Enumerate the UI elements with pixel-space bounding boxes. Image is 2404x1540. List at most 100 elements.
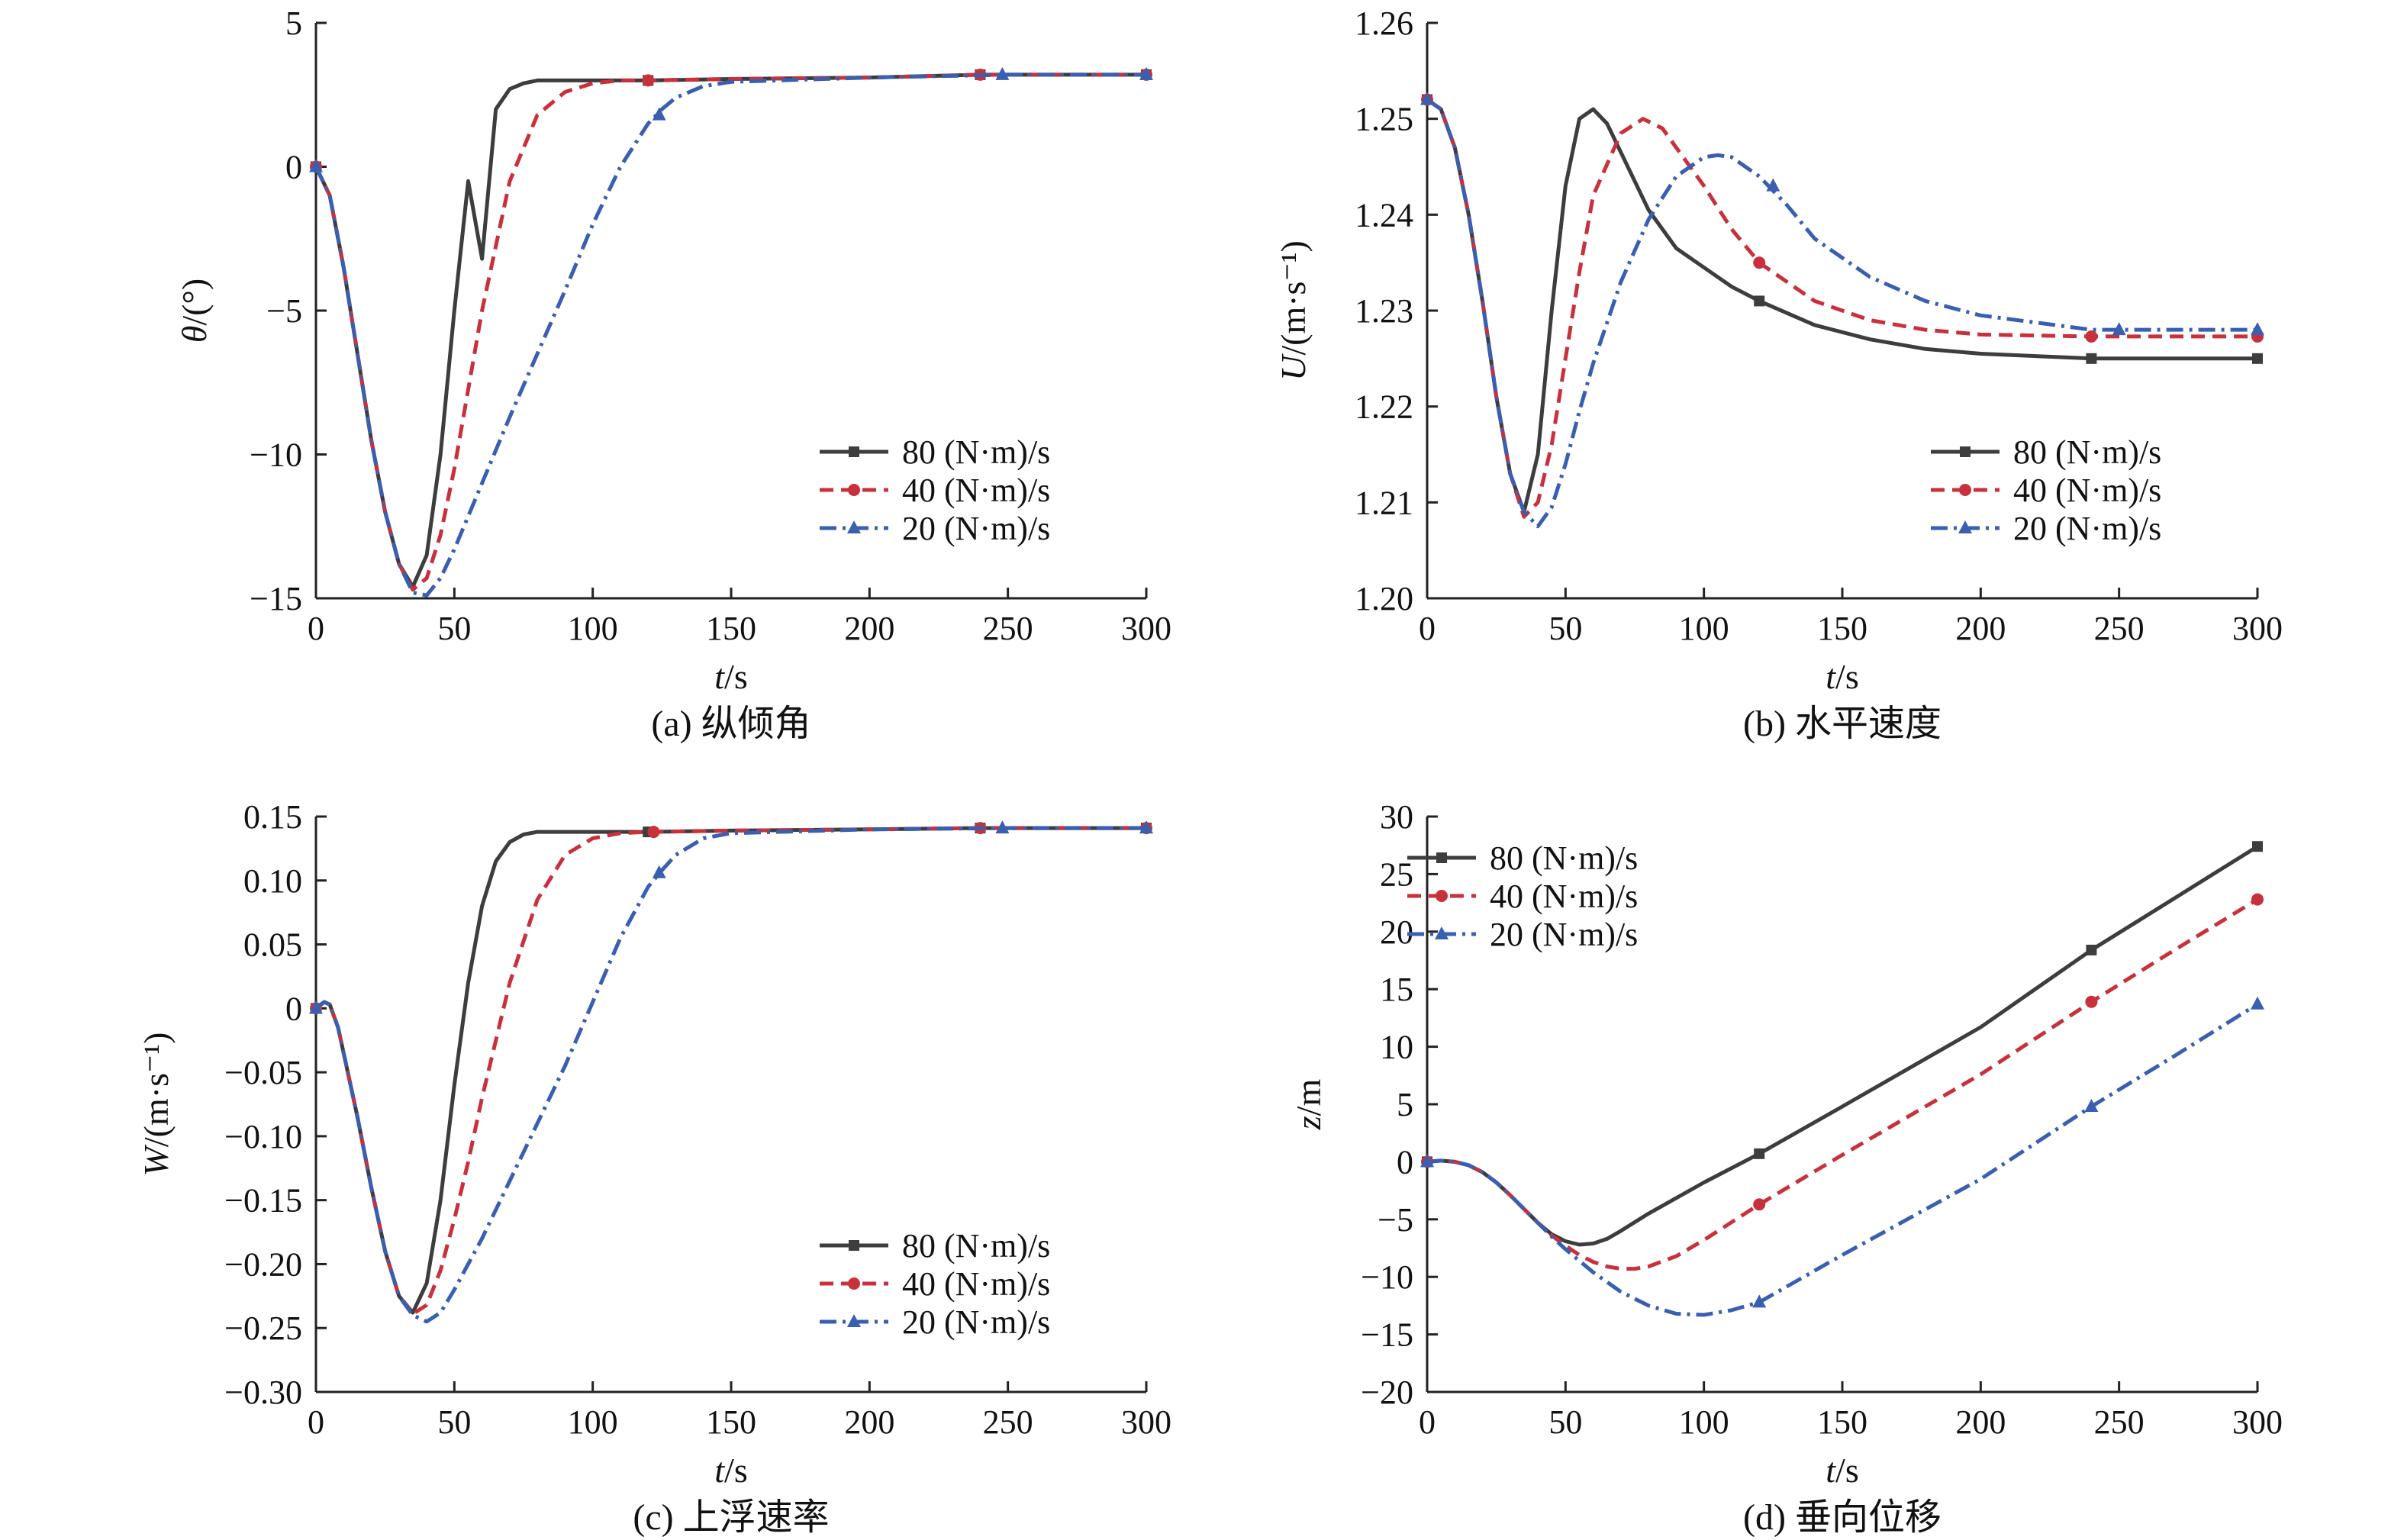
y-tick-label: 0 [1397, 1143, 1413, 1181]
y-axis-label: U/(m·s⁻¹) [1274, 240, 1313, 381]
legend-label: 20 (N·m)/s [2013, 510, 2161, 547]
y-tick-label: 1.24 [1355, 196, 1413, 234]
series-3-marker [1139, 66, 1153, 80]
y-tick-label: −5 [1378, 1201, 1413, 1239]
y-tick-label: 5 [1397, 1086, 1413, 1123]
series-line-2 [1426, 897, 2259, 1271]
y-tick-label: 15 [1380, 971, 1413, 1008]
x-tick-label: 300 [1121, 610, 1171, 647]
x-tick-label: 100 [1679, 1403, 1729, 1441]
legend: 80 (N·m)/s40 (N·m)/s20 (N·m)/s [1931, 433, 2161, 547]
y-tick-label: −5 [266, 292, 302, 330]
x-tick-label: 0 [1419, 1403, 1436, 1441]
y-tick-label: −0.10 [224, 1118, 302, 1155]
y-axis-label: θ/(°) [175, 279, 214, 343]
y-tick-label: −20 [1361, 1374, 1413, 1411]
y-tick-label: −10 [1361, 1258, 1413, 1296]
y-tick-label: −0.05 [224, 1054, 302, 1091]
series-2-marker [642, 74, 655, 87]
series-1-marker [1754, 295, 1765, 307]
legend-label: 80 (N·m)/s [2013, 433, 2161, 471]
series-1-marker [2252, 841, 2263, 852]
series-3-marker [2084, 1099, 2099, 1113]
x-tick-label: 150 [1817, 1403, 1867, 1441]
series-2-marker [647, 826, 660, 839]
legend-marker [848, 484, 860, 496]
series-3-marker [1752, 1294, 1767, 1308]
legend-label: 40 (N·m)/s [2013, 472, 2161, 509]
x-tick-label: 50 [437, 1403, 471, 1441]
y-tick-label: 1.22 [1355, 388, 1413, 426]
x-axis-label: t/s [714, 1451, 747, 1490]
x-tick-label: 100 [1679, 610, 1729, 647]
panel-caption: (d) 垂向位移 [1743, 1497, 1942, 1538]
panel-caption: (a) 纵倾角 [651, 704, 810, 744]
series-2-marker [2251, 893, 2264, 906]
series-2-marker [2085, 330, 2098, 343]
x-tick-label: 200 [1955, 610, 2006, 647]
legend-label: 40 (N·m)/s [902, 472, 1050, 509]
chart-panel-3: 0 50 100 150 200 250 300 −0.30 −0.25 −0.20 −0.15 −0… [137, 798, 1171, 1538]
x-axis-label: t/s [1826, 1451, 1858, 1490]
x-tick-label: 100 [568, 1403, 618, 1441]
x-tick-label: 300 [2232, 1403, 2283, 1441]
x-tick-label: 100 [568, 610, 618, 647]
y-tick-label: 20 [1380, 913, 1413, 951]
y-tick-label: 0 [285, 990, 302, 1027]
series-line-3 [1426, 98, 2257, 529]
x-tick-label: 150 [706, 1403, 756, 1441]
series-3-marker [652, 107, 666, 121]
legend: 80 (N·m)/s40 (N·m)/s20 (N·m)/s [820, 1227, 1050, 1341]
series-3-marker [309, 1000, 323, 1014]
y-tick-label: 1.20 [1355, 580, 1413, 617]
legend-marker [848, 1277, 860, 1290]
series-line-3 [1426, 1002, 2259, 1317]
series-3-marker [2112, 322, 2126, 336]
x-tick-label: 50 [1548, 610, 1582, 647]
y-axis-label: z/m [1289, 1079, 1328, 1131]
series-1-marker [2086, 944, 2097, 955]
x-tick-label: 0 [1419, 610, 1436, 647]
y-tick-label: −15 [1361, 1316, 1413, 1354]
legend: 80 (N·m)/s40 (N·m)/s20 (N·m)/s [820, 433, 1050, 547]
legend-label: 20 (N·m)/s [902, 510, 1050, 547]
y-tick-label: 1.21 [1355, 484, 1413, 521]
series-3-marker [995, 820, 1010, 834]
y-axis-label: W/(m·s⁻¹) [137, 1033, 176, 1177]
panel-caption: (c) 上浮速率 [633, 1497, 829, 1538]
legend-marker [1960, 446, 1971, 457]
y-tick-label: 10 [1380, 1029, 1413, 1066]
legend-label: 80 (N·m)/s [902, 1227, 1050, 1265]
series-3-marker [1139, 820, 1153, 834]
legend-marker [1958, 520, 1972, 533]
y-tick-label: 25 [1380, 855, 1413, 893]
legend-marker [847, 520, 861, 533]
legend-label: 20 (N·m)/s [902, 1303, 1050, 1341]
legend-label: 40 (N·m)/s [902, 1265, 1050, 1303]
series-1-marker [2086, 353, 2097, 364]
x-tick-label: 250 [983, 1403, 1033, 1441]
series-3-marker [652, 865, 666, 878]
legend-marker [847, 1314, 861, 1327]
series-3-marker [1420, 1154, 1434, 1168]
y-tick-label: 1.23 [1355, 292, 1413, 330]
series-2-marker [1753, 1198, 1766, 1211]
y-tick-label: −0.25 [224, 1310, 302, 1347]
y-tick-label: 0 [285, 149, 302, 186]
x-tick-label: 200 [844, 610, 894, 647]
y-tick-label: 0.15 [243, 798, 302, 836]
series-3-marker [1766, 178, 1780, 192]
y-tick-label: 30 [1380, 798, 1413, 836]
x-tick-label: 250 [2094, 610, 2145, 647]
x-tick-label: 50 [437, 610, 471, 647]
x-tick-label: 250 [983, 610, 1033, 647]
y-tick-label: 0.10 [243, 862, 302, 900]
panel-caption: (b) 水平速度 [1743, 704, 1942, 744]
y-tick-label: −10 [250, 437, 302, 474]
series-3-marker [2251, 322, 2264, 336]
series-3-marker [1420, 92, 1434, 105]
chart-panel-4: 0 50 100 150 200 250 300 −20 −15 −10 −5 0 5 10 15 20 25 3… [1289, 798, 2283, 1538]
legend-label: 20 (N·m)/s [1490, 916, 1638, 953]
x-tick-label: 150 [1817, 610, 1867, 647]
